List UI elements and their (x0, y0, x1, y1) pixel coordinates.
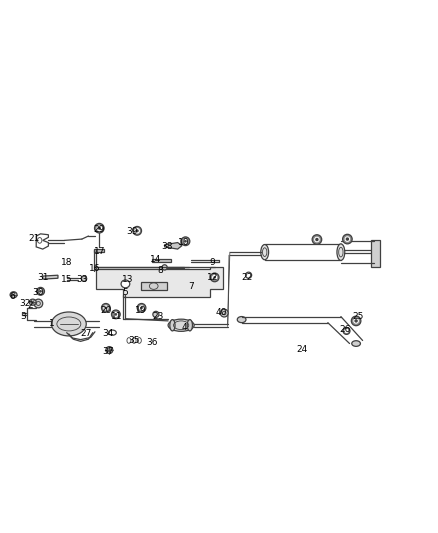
Ellipse shape (40, 290, 42, 292)
Text: 9: 9 (210, 257, 215, 266)
Text: 7: 7 (188, 281, 194, 290)
Text: 17: 17 (94, 247, 105, 256)
Text: 10: 10 (178, 238, 190, 247)
Ellipse shape (140, 306, 144, 310)
Text: 30: 30 (33, 288, 44, 297)
Polygon shape (43, 275, 58, 279)
Text: 24: 24 (296, 345, 307, 354)
Text: 12: 12 (207, 273, 218, 282)
Ellipse shape (104, 306, 108, 310)
Ellipse shape (95, 223, 104, 233)
Ellipse shape (153, 311, 159, 318)
Ellipse shape (185, 240, 186, 242)
Text: 31: 31 (37, 273, 49, 282)
Text: 20: 20 (100, 305, 112, 314)
Ellipse shape (213, 276, 217, 279)
Ellipse shape (133, 227, 141, 235)
Ellipse shape (351, 316, 361, 326)
Text: 36: 36 (146, 338, 157, 347)
Ellipse shape (312, 235, 322, 244)
Ellipse shape (98, 227, 100, 229)
Text: 2: 2 (27, 301, 32, 310)
Ellipse shape (29, 299, 36, 305)
Ellipse shape (337, 244, 345, 261)
Ellipse shape (220, 309, 228, 317)
Polygon shape (371, 240, 380, 266)
Text: 34: 34 (102, 329, 114, 338)
Text: 25: 25 (353, 312, 364, 321)
Text: 14: 14 (150, 255, 162, 264)
Text: 4: 4 (181, 323, 187, 332)
Ellipse shape (187, 320, 192, 331)
Ellipse shape (355, 320, 357, 322)
Ellipse shape (343, 327, 350, 334)
Ellipse shape (114, 312, 118, 316)
Ellipse shape (345, 237, 350, 241)
Ellipse shape (170, 320, 175, 331)
Ellipse shape (345, 329, 348, 333)
Text: 33: 33 (76, 275, 88, 284)
Text: 11: 11 (111, 312, 123, 321)
Ellipse shape (346, 238, 349, 240)
Ellipse shape (135, 229, 139, 233)
Ellipse shape (237, 317, 246, 322)
Ellipse shape (106, 346, 113, 353)
Polygon shape (141, 282, 167, 290)
Ellipse shape (210, 273, 219, 282)
Polygon shape (96, 266, 223, 297)
Ellipse shape (34, 299, 43, 308)
Text: 6: 6 (9, 293, 15, 302)
Ellipse shape (121, 280, 130, 288)
Ellipse shape (105, 307, 107, 309)
Polygon shape (152, 259, 171, 262)
Ellipse shape (115, 313, 117, 315)
Ellipse shape (315, 237, 319, 241)
Text: 39: 39 (126, 227, 138, 236)
Ellipse shape (136, 230, 138, 232)
Text: 23: 23 (152, 312, 164, 321)
Ellipse shape (316, 238, 318, 240)
Text: 15: 15 (61, 275, 72, 284)
Ellipse shape (214, 277, 215, 278)
Text: 29: 29 (94, 225, 105, 234)
Ellipse shape (137, 303, 146, 312)
Ellipse shape (343, 235, 352, 244)
Text: 19: 19 (135, 305, 146, 314)
Ellipse shape (51, 312, 86, 336)
Ellipse shape (261, 245, 268, 260)
Ellipse shape (102, 303, 110, 312)
Text: 22: 22 (242, 273, 253, 282)
Ellipse shape (81, 276, 87, 281)
Text: 40: 40 (215, 308, 227, 317)
Ellipse shape (352, 341, 360, 346)
Text: 18: 18 (61, 257, 72, 266)
Ellipse shape (162, 265, 167, 270)
Text: 37: 37 (102, 347, 114, 356)
Ellipse shape (112, 310, 120, 319)
Text: 26: 26 (339, 325, 351, 334)
Ellipse shape (97, 226, 102, 230)
Text: 1: 1 (49, 319, 54, 328)
Polygon shape (165, 243, 182, 249)
Ellipse shape (37, 287, 45, 295)
Text: 27: 27 (81, 329, 92, 338)
Text: 16: 16 (89, 264, 101, 273)
Text: 35: 35 (128, 336, 140, 345)
Text: 8: 8 (157, 266, 163, 276)
Text: 32: 32 (20, 299, 31, 308)
Ellipse shape (141, 307, 142, 309)
Ellipse shape (354, 319, 358, 323)
Ellipse shape (39, 289, 42, 293)
Text: 3: 3 (20, 312, 26, 321)
Text: 13: 13 (122, 275, 133, 284)
Ellipse shape (10, 292, 17, 298)
Polygon shape (94, 249, 104, 252)
Ellipse shape (168, 319, 194, 332)
Ellipse shape (184, 239, 187, 243)
Text: 5: 5 (123, 288, 128, 297)
Text: 38: 38 (161, 243, 173, 252)
Ellipse shape (181, 237, 190, 246)
Text: 21: 21 (28, 233, 40, 243)
